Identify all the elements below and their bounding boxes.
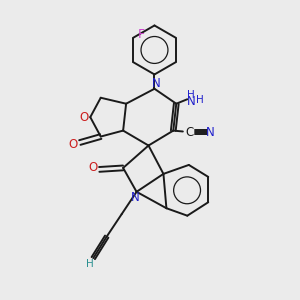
Text: N: N <box>187 94 196 107</box>
Text: N: N <box>206 126 215 139</box>
Text: H: H <box>187 90 195 100</box>
Text: F: F <box>138 28 145 41</box>
Text: O: O <box>88 161 97 174</box>
Text: H: H <box>86 259 94 269</box>
Text: N: N <box>131 191 140 204</box>
Text: C: C <box>185 126 193 139</box>
Text: O: O <box>69 137 78 151</box>
Text: N: N <box>152 77 160 90</box>
Text: H: H <box>196 94 203 104</box>
Text: O: O <box>79 111 88 124</box>
